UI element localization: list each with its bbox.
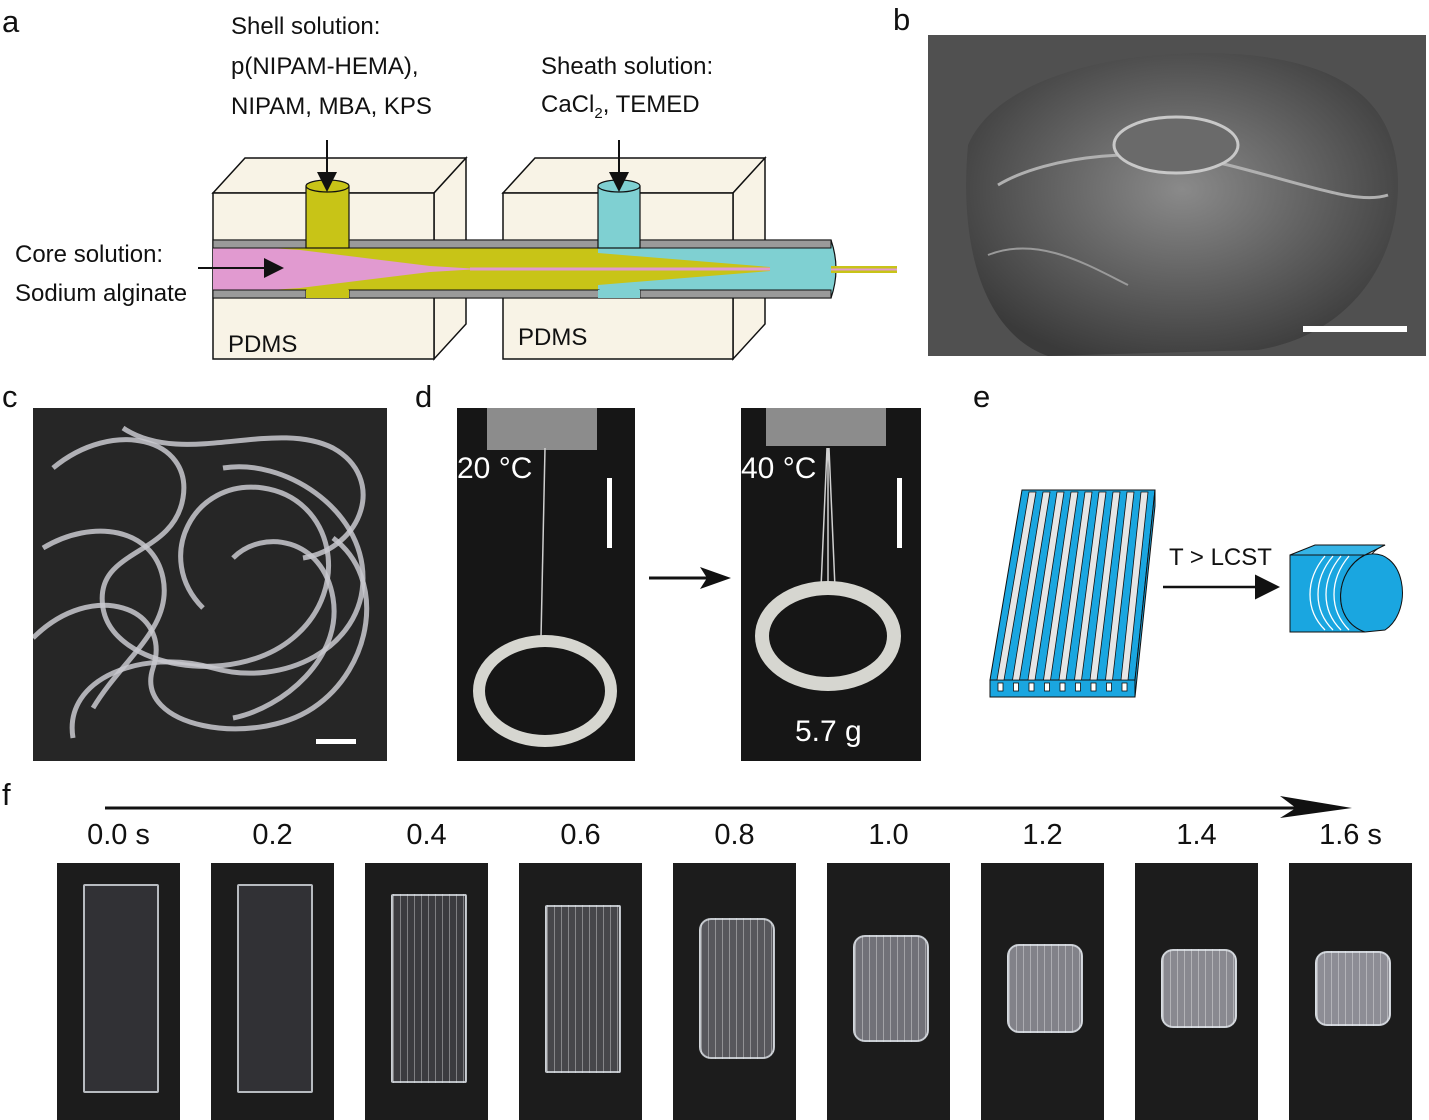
film-sample	[1314, 950, 1391, 1027]
time-label: 0.4	[406, 819, 447, 851]
film-sample	[236, 884, 313, 1093]
time-label: 0.0 s	[87, 819, 150, 851]
scale-bar	[607, 478, 612, 548]
film-sample	[852, 935, 929, 1042]
film-channel	[1027, 491, 1065, 681]
temperature-label-40c: 40 °C	[741, 452, 817, 485]
film-sample	[82, 884, 159, 1093]
film-channel	[1105, 491, 1135, 681]
shell-inlet	[305, 185, 350, 249]
panel-label-b: b	[893, 2, 911, 37]
panel-label-d: d	[415, 379, 433, 414]
film-channel	[1089, 491, 1121, 681]
film-channels	[996, 491, 1149, 692]
panel-label-f: f	[2, 777, 11, 812]
panel-label-a: a	[2, 4, 20, 39]
film-sample	[1006, 944, 1083, 1033]
ring-photo-40c: 40 °C 5.7 g	[741, 408, 921, 761]
frame-5	[827, 863, 950, 1120]
lcst-arrow-label: T > LCST	[1169, 544, 1272, 571]
time-label: 0.2	[252, 819, 293, 851]
frame-3	[519, 863, 642, 1120]
temperature-label-20c: 20 °C	[457, 452, 533, 485]
time-label: 0.6	[560, 819, 601, 851]
frame-7	[1135, 863, 1258, 1120]
sheath-inlet	[597, 185, 641, 249]
scale-bar	[1303, 326, 1407, 332]
fiber-coil-photo	[33, 408, 387, 761]
sem-core-fiber	[1112, 115, 1240, 175]
frame-8	[1289, 863, 1412, 1120]
microfluidic-device-diagram	[198, 140, 897, 361]
time-label: 1.2	[1022, 819, 1063, 851]
time-label: 1.4	[1176, 819, 1217, 851]
core-fluid	[213, 244, 480, 294]
frame-0	[57, 863, 180, 1120]
film-sample	[698, 917, 775, 1060]
panel-label-e: e	[973, 379, 991, 414]
sheath-solution-line: CaCl2, TEMED	[541, 91, 700, 122]
scale-bar	[897, 478, 902, 548]
frame-2	[365, 863, 488, 1120]
film-channel	[1074, 491, 1107, 681]
mass-label: 5.7 g	[795, 715, 862, 748]
sem-image	[928, 35, 1426, 356]
core-solution-title: Core solution:	[15, 241, 164, 268]
film-channel	[1012, 491, 1051, 681]
timeline-arrow	[105, 796, 1352, 818]
core-solution-line: Sodium alginate	[15, 280, 188, 307]
time-label: 0.8	[714, 819, 755, 851]
pdms-label-right: PDMS	[518, 324, 588, 351]
inner-capillary	[212, 239, 832, 299]
ring-photo-20c: 20 °C	[457, 408, 635, 761]
transition-arrow-d	[649, 567, 731, 589]
shell-solution-title: Shell solution:	[231, 13, 381, 40]
film-channel	[1043, 491, 1079, 681]
panel-label-c: c	[2, 379, 18, 414]
film-sample	[544, 904, 621, 1073]
shell-solution-line1: p(NIPAM-HEMA),	[231, 53, 419, 80]
shell-solution-line2: NIPAM, MBA, KPS	[231, 93, 432, 120]
bent-film	[1289, 544, 1403, 633]
scale-bar	[316, 739, 356, 744]
film-bending-diagram	[989, 489, 1403, 698]
film-sample	[1160, 948, 1237, 1029]
frame-4	[673, 863, 796, 1120]
time-label: 1.0	[868, 819, 909, 851]
film-channel	[1120, 491, 1149, 681]
pdms-label-left: PDMS	[228, 331, 298, 358]
frame-1	[211, 863, 334, 1120]
film-channel	[996, 491, 1037, 681]
sheath-solution-title: Sheath solution:	[541, 53, 714, 80]
frame-6	[981, 863, 1104, 1120]
time-label: 1.6 s	[1319, 819, 1382, 851]
film-sample	[390, 894, 467, 1083]
film-channel	[1058, 491, 1093, 681]
